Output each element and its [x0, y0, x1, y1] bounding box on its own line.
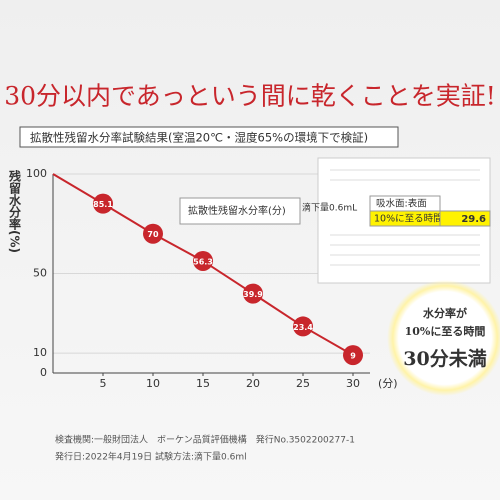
y-axis-label: 残留水分率(%)	[8, 169, 22, 253]
x-tick-label: 10	[146, 377, 160, 390]
data-point	[143, 223, 163, 244]
x-tick-label: 25	[296, 377, 310, 390]
footer: 検査機関:一般財団法人 ボーケン品質評価機構 発行No.3502200277-1	[55, 434, 355, 446]
data-label: 70	[147, 230, 159, 239]
x-axis-label: (分)	[378, 377, 398, 390]
x-tick-label: 5	[100, 377, 107, 390]
inset-surface: 吸水面:表面	[376, 198, 427, 210]
data-point	[93, 193, 113, 214]
inset-title-box	[179, 197, 301, 225]
y-tick-label: 0	[40, 366, 47, 379]
badge	[387, 280, 500, 396]
y-tick-label: 50	[33, 267, 47, 280]
badge-line: 10%に至る時間	[405, 324, 486, 338]
data-label: 9	[350, 352, 356, 361]
data-point	[243, 283, 263, 304]
x-tick-label: 15	[196, 377, 210, 390]
x-tick-label: 30	[346, 377, 360, 390]
inset-title: 拡散性残留水分率(分)	[188, 204, 286, 217]
inset-time-label: 10%に至る時間	[374, 214, 443, 225]
inset-time-value: 29.6	[461, 214, 486, 225]
time-value-box	[439, 210, 491, 227]
y-tick-label: 100	[26, 167, 47, 180]
data-point	[343, 345, 363, 366]
y-tick-label: 10	[33, 346, 47, 359]
data-label: 85.1	[93, 200, 113, 209]
document-lines	[330, 169, 480, 266]
data-point	[293, 316, 313, 337]
footer: 発行日:2022年4月19日 試験方法:滴下量0.6ml	[55, 451, 247, 463]
data-point	[193, 250, 213, 271]
data-label: 56.3	[193, 257, 213, 266]
data-label: 39.9	[243, 290, 263, 299]
subtitle: 拡散性残留水分率試験結果(室温20℃・湿度65%の環境下で検証)	[30, 131, 368, 145]
inset-drop: 滴下量0.6mL	[302, 202, 357, 214]
data-label: 23.4	[293, 323, 313, 332]
x-tick-label: 20	[246, 377, 260, 390]
badge-line: 30分未満	[403, 347, 486, 370]
badge-line: 水分率が	[423, 306, 467, 320]
inset: 拡散性残留水分率(分) 滴下量0.6mL 吸水面:表面 10%に至る時間 29.…	[179, 157, 491, 284]
subtitle-box	[19, 126, 399, 148]
headline: 30分以内であっという間に乾くことを実証!	[4, 82, 496, 111]
plot: 0 10 50 100 5 10 15 20 25 30 (分) 85.1 70 56.3 39.9 23.4…	[26, 167, 398, 390]
